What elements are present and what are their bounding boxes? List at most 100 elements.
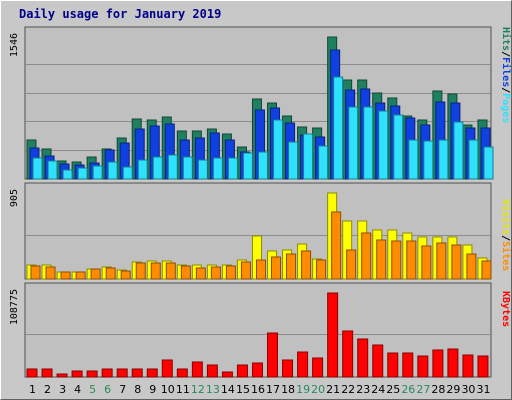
bar-sites-day-16 [255, 259, 266, 280]
bar-pages-day-9 [152, 156, 163, 180]
x-tick-label-day-14: 14 [221, 383, 235, 396]
bar-sites-day-26 [406, 240, 417, 280]
kbytes-legend: KBytes [500, 291, 511, 327]
x-tick-label-day-19: 19 [296, 383, 310, 396]
x-tick-label-day-5: 5 [89, 383, 96, 396]
bar-sites-day-21 [331, 211, 342, 280]
legend-item: / [500, 87, 511, 93]
chart-title: Daily usage for January 2019 [19, 7, 222, 21]
bar-kbytes-day-2 [41, 368, 53, 378]
legend-item: Hits [500, 27, 511, 51]
x-tick-label-day-29: 29 [446, 383, 460, 396]
bar-pages-day-31 [483, 146, 494, 180]
bar-pages-day-7 [122, 166, 133, 180]
x-tick-label-day-21: 21 [326, 383, 340, 396]
bar-kbytes-day-30 [462, 354, 474, 378]
x-tick-label-day-16: 16 [251, 383, 265, 396]
bar-sites-day-12 [195, 267, 206, 280]
bar-kbytes-day-16 [251, 362, 263, 378]
bar-kbytes-day-12 [191, 361, 203, 378]
bar-kbytes-day-7 [116, 368, 128, 378]
bar-kbytes-day-17 [267, 332, 279, 378]
bar-pages-day-8 [137, 159, 148, 180]
bar-sites-day-9 [150, 262, 161, 280]
x-tick-label-day-15: 15 [236, 383, 250, 396]
bar-pages-day-21 [333, 76, 344, 180]
bar-sites-day-23 [361, 232, 372, 280]
bar-pages-day-27 [423, 140, 434, 180]
legend-item: Sites [500, 241, 511, 271]
visits-sites-max-label: 905 [9, 189, 20, 207]
bar-kbytes-day-10 [161, 359, 173, 378]
bar-pages-day-11 [182, 156, 193, 180]
bar-pages-day-4 [77, 167, 88, 180]
bar-sites-day-2 [45, 266, 56, 280]
bar-sites-day-10 [165, 262, 176, 280]
x-tick-label-day-3: 3 [59, 383, 66, 396]
bar-sites-day-25 [391, 240, 402, 280]
x-tick-label-day-26: 26 [401, 383, 415, 396]
bar-pages-day-29 [453, 121, 464, 180]
bar-kbytes-day-27 [417, 355, 429, 378]
bar-kbytes-day-29 [447, 348, 459, 378]
bar-pages-day-13 [212, 157, 223, 180]
bar-kbytes-day-3 [56, 373, 68, 378]
bar-pages-day-22 [348, 106, 359, 180]
bar-pages-day-30 [468, 139, 479, 180]
bar-pages-day-25 [393, 114, 404, 180]
legend-item: Pages [500, 93, 511, 123]
bar-kbytes-day-4 [71, 370, 83, 378]
bar-sites-day-17 [271, 256, 282, 280]
bar-pages-day-19 [303, 133, 314, 180]
bar-kbytes-day-18 [282, 359, 294, 378]
bar-pages-day-17 [273, 119, 284, 180]
x-tick-label-day-4: 4 [74, 383, 81, 396]
bar-sites-day-13 [210, 266, 221, 280]
x-tick-label-day-7: 7 [119, 383, 126, 396]
legend-item: Files [500, 57, 511, 87]
bar-sites-day-3 [60, 271, 71, 280]
x-tick-label-day-8: 8 [134, 383, 141, 396]
bar-sites-day-31 [481, 260, 492, 280]
bar-pages-day-28 [438, 139, 449, 180]
bar-kbytes-day-14 [221, 371, 233, 378]
bar-sites-day-24 [376, 239, 387, 280]
bar-pages-day-20 [318, 145, 329, 180]
x-tick-label-day-23: 23 [356, 383, 370, 396]
bar-kbytes-day-24 [372, 344, 384, 378]
bar-pages-day-6 [107, 161, 118, 180]
x-tick-label-day-25: 25 [386, 383, 400, 396]
bar-sites-day-4 [75, 271, 86, 280]
x-tick-label-day-17: 17 [266, 383, 280, 396]
legend-item: Visits [500, 199, 511, 235]
x-tick-label-day-31: 31 [476, 383, 490, 396]
bar-kbytes-day-15 [236, 364, 248, 378]
bar-kbytes-day-6 [101, 368, 113, 378]
bar-kbytes-day-11 [176, 368, 188, 378]
bar-pages-day-1 [32, 157, 43, 180]
x-tick-label-day-10: 10 [161, 383, 175, 396]
bar-kbytes-day-25 [387, 352, 399, 378]
bar-pages-day-12 [197, 159, 208, 180]
bar-sites-day-20 [316, 259, 327, 280]
bar-pages-day-26 [408, 139, 419, 180]
visits-sites-legend: Visits/Sites [500, 199, 511, 271]
x-tick-label-day-18: 18 [281, 383, 295, 396]
bar-sites-day-19 [301, 250, 312, 280]
bar-sites-day-28 [436, 242, 447, 280]
bar-pages-day-24 [378, 110, 389, 180]
legend-item: / [500, 235, 511, 241]
bar-sites-day-15 [240, 261, 251, 280]
bar-kbytes-day-5 [86, 370, 98, 378]
bar-pages-day-14 [227, 157, 238, 180]
x-tick-label-day-22: 22 [341, 383, 355, 396]
bar-pages-day-18 [288, 141, 299, 180]
bar-pages-day-16 [257, 151, 268, 180]
x-tick-label-day-6: 6 [104, 383, 111, 396]
legend-item: KBytes [500, 291, 511, 327]
bar-pages-day-15 [242, 152, 253, 180]
bar-kbytes-day-8 [131, 368, 143, 378]
pages-files-hits-legend: Hits/Files/Pages [500, 27, 511, 123]
x-tick-label-day-27: 27 [416, 383, 430, 396]
